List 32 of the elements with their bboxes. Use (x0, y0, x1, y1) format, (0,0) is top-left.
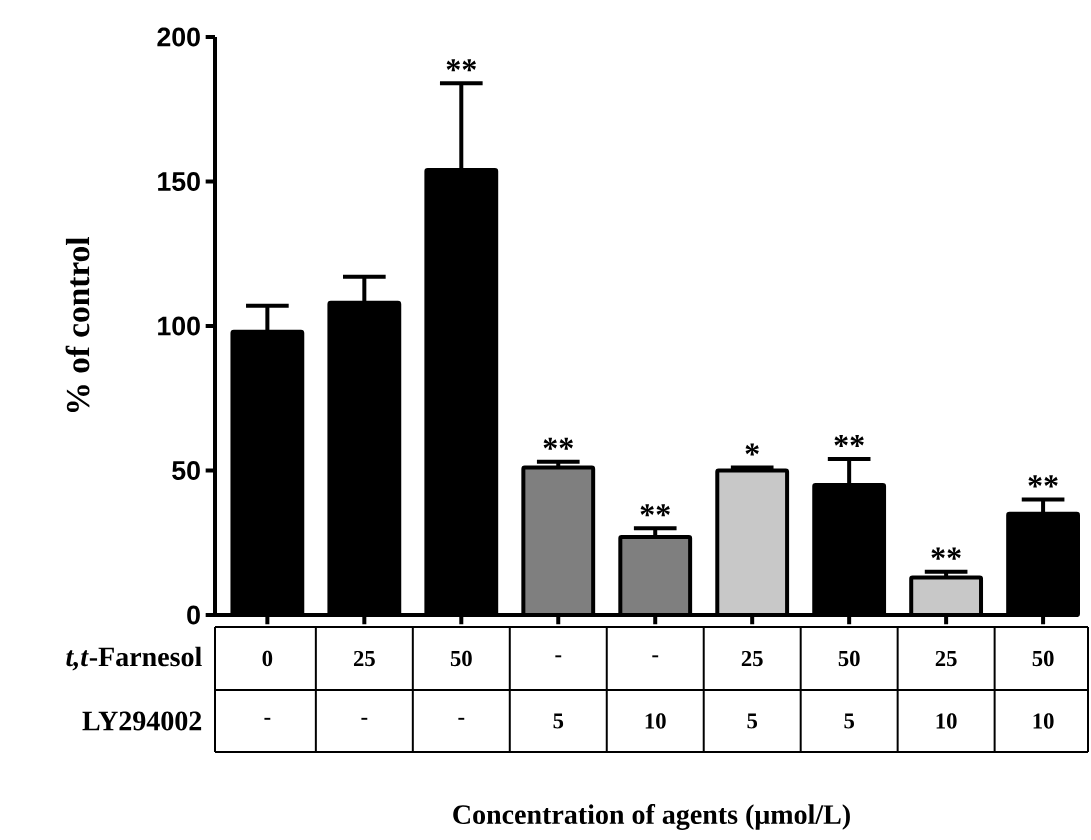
y-tick-label: 100 (158, 316, 200, 336)
text: - (361, 717, 368, 720)
x-tick-label: 50 (450, 650, 472, 667)
text: 5 (747, 713, 758, 729)
text: 5 (553, 713, 564, 729)
data-label: ** (1028, 475, 1058, 488)
data-label: ** (446, 59, 476, 72)
y-tick-label: 150 (158, 172, 200, 191)
x-tick-label: 25 (741, 650, 763, 667)
x-tick-label: 50 (838, 650, 860, 667)
data-label: ** (931, 547, 961, 560)
text: LY294002 (82, 711, 202, 731)
y-axis-title: % of control (65, 237, 90, 413)
x-tick-label: 50 (1032, 650, 1054, 667)
x-axis-title: Concentration of agents (μmol/L) (453, 804, 850, 830)
x-tick-label: 25 (935, 650, 957, 667)
text: - (458, 717, 465, 720)
y-tick-label: 0 (187, 605, 200, 625)
data-label: ** (640, 504, 670, 517)
data-label: ** (543, 437, 573, 450)
text: 10 (936, 713, 957, 729)
text: - (264, 717, 271, 720)
y-tick-label: 50 (172, 461, 200, 480)
y-tick-label: 200 (157, 27, 200, 47)
text: t,t-Farnesol (66, 646, 202, 671)
data-label: ** (834, 434, 864, 447)
text: 10 (1033, 713, 1054, 729)
text: 5 (844, 713, 854, 729)
text: 10 (645, 713, 666, 729)
data-label: * (745, 443, 759, 456)
x-tick-label: 0 (262, 650, 273, 667)
x-tick-label: 25 (353, 650, 375, 667)
